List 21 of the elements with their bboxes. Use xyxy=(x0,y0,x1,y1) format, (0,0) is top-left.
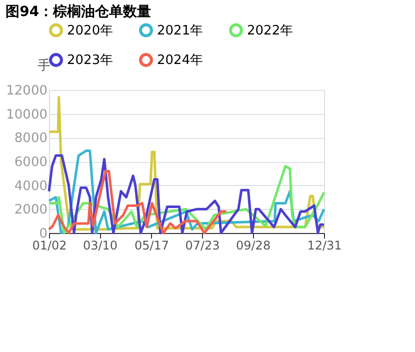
legend-label: 2020年 xyxy=(67,23,114,38)
y-axis-title: 手 xyxy=(38,58,50,74)
legend-label: 2023年 xyxy=(67,53,114,68)
x-tick-label: 01/02 xyxy=(32,238,67,252)
chart-title: 图94：棕榈油仓单数量 xyxy=(6,3,152,20)
x-tick-label: 05/17 xyxy=(134,238,170,252)
y-tick-label: 2000 xyxy=(14,202,48,218)
x-tick-label: 09/28 xyxy=(236,238,271,252)
line-series xyxy=(48,170,228,234)
y-tick-label: 0 xyxy=(39,226,48,242)
x-tick-label: 03/10 xyxy=(82,238,118,252)
y-tick-label: 8000 xyxy=(14,131,48,146)
y-tick-label: 12000 xyxy=(6,84,48,98)
y-tick-label: 10000 xyxy=(6,107,48,122)
x-tick-label: 12/31 xyxy=(307,238,342,252)
x-tick-label: 07/23 xyxy=(185,238,220,252)
y-tick-label: 4000 xyxy=(14,178,48,194)
legend-label: 2024年 xyxy=(157,53,204,68)
y-tick-label: 6000 xyxy=(14,155,48,170)
legend-label: 2021年 xyxy=(157,23,204,38)
legend-label: 2022年 xyxy=(247,23,294,38)
